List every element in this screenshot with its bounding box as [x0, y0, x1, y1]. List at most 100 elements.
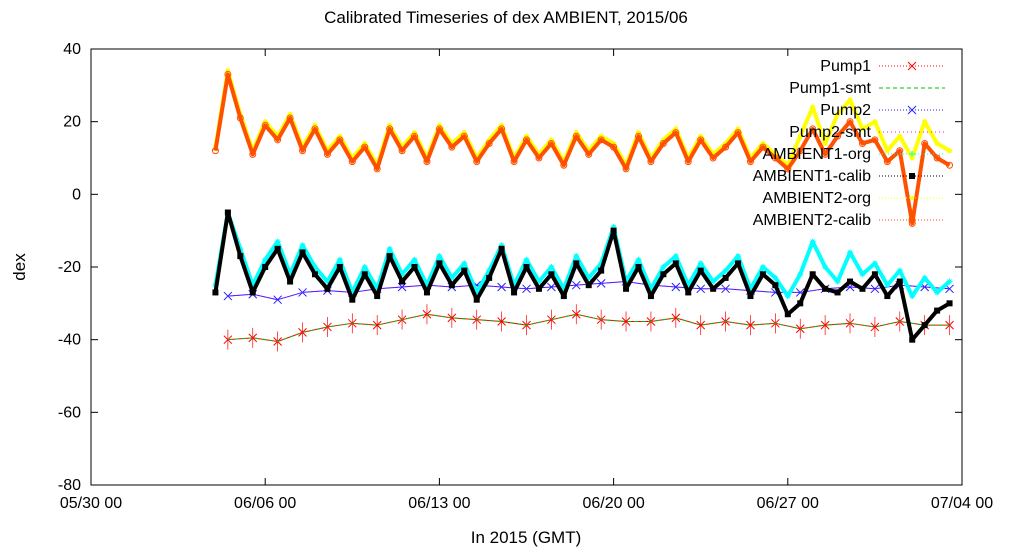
- data-point: [610, 227, 617, 234]
- data-point: [299, 249, 306, 256]
- data-point: [735, 253, 742, 260]
- chart-title: Calibrated Timeseries of dex AMBIENT, 20…: [324, 8, 688, 27]
- data-point: [922, 119, 928, 125]
- data-point: [212, 289, 219, 296]
- data-point: [671, 282, 681, 292]
- data-point: [547, 315, 556, 325]
- data-point: [473, 289, 480, 296]
- data-point: [722, 267, 729, 274]
- legend-label: Pump2: [820, 102, 871, 119]
- data-point: [223, 335, 233, 345]
- data-point: [622, 165, 630, 173]
- data-point: [535, 154, 543, 162]
- data-point: [735, 260, 742, 267]
- data-point: [921, 139, 929, 147]
- data-point: [921, 274, 928, 281]
- data-point: [710, 278, 717, 285]
- data-point: [249, 150, 257, 158]
- data-point: [847, 249, 854, 256]
- data-point: [547, 282, 556, 292]
- legend-label: Pump1: [820, 58, 871, 75]
- data-point: [249, 289, 256, 296]
- data-point: [909, 155, 915, 161]
- data-point: [884, 148, 890, 154]
- data-point: [274, 136, 282, 144]
- data-point: [945, 320, 954, 330]
- x-axis-label: In 2015 (GMT): [471, 528, 582, 547]
- data-point: [647, 285, 654, 292]
- data-point: [710, 285, 717, 292]
- data-point: [847, 278, 854, 285]
- data-point: [772, 282, 779, 289]
- data-point: [411, 256, 418, 263]
- data-point: [797, 271, 804, 278]
- data-point: [373, 165, 381, 173]
- y-tick-label: 40: [63, 41, 81, 58]
- data-point: [597, 136, 605, 144]
- data-point: [398, 147, 406, 155]
- data-point: [224, 70, 232, 78]
- data-point: [311, 264, 318, 270]
- data-point: [784, 311, 791, 318]
- data-point: [810, 104, 816, 110]
- legend-item: Pump1: [820, 58, 945, 75]
- data-point: [746, 158, 754, 166]
- y-tick-label: -40: [58, 332, 81, 349]
- data-point: [947, 148, 953, 154]
- data-point: [535, 278, 542, 285]
- data-point: [571, 309, 581, 319]
- data-point: [934, 289, 941, 296]
- series-pump1: [223, 304, 954, 352]
- data-point: [933, 154, 941, 162]
- data-point: [871, 260, 878, 267]
- data-point: [323, 322, 332, 332]
- data-point: [523, 256, 530, 263]
- data-point: [273, 295, 282, 305]
- data-point: [634, 132, 642, 140]
- data-point: [797, 300, 804, 307]
- data-point: [709, 154, 717, 162]
- data-point: [473, 158, 481, 166]
- data-point: [635, 256, 642, 263]
- series-ambient2-calib: [211, 70, 954, 227]
- data-point: [523, 136, 530, 144]
- axis-ticks: 05/30 00 06/06 00 06/13 00 06/20 00 06/27 00…: [58, 41, 993, 512]
- legend-label: AMBIENT1-calib: [753, 168, 871, 185]
- data-point: [274, 245, 281, 252]
- data-point: [872, 119, 878, 125]
- data-point: [324, 278, 331, 285]
- data-point: [809, 125, 817, 133]
- data-point: [560, 285, 567, 292]
- data-point: [722, 274, 729, 281]
- data-point: [821, 150, 829, 158]
- data-point: [834, 278, 841, 285]
- legend-item: AMBIENT1-org: [763, 146, 945, 163]
- data-point: [386, 253, 393, 260]
- y-tick-label: -80: [58, 477, 81, 494]
- data-point: [859, 126, 865, 132]
- data-point: [697, 136, 705, 144]
- data-point: [473, 296, 480, 303]
- data-point: [548, 271, 555, 278]
- data-point: [374, 285, 381, 292]
- data-point: [336, 256, 343, 263]
- data-point: [336, 136, 344, 144]
- data-point: [236, 114, 244, 122]
- legend-marker: [909, 151, 915, 157]
- data-point: [548, 264, 555, 270]
- data-point: [486, 274, 493, 281]
- data-point: [771, 154, 779, 162]
- y-axis-label: dex: [10, 253, 29, 281]
- data-point: [436, 253, 443, 260]
- legend-marker: [909, 173, 915, 179]
- legend-label: AMBIENT2-org: [763, 190, 871, 207]
- plot-series: [211, 68, 954, 352]
- data-point: [610, 224, 617, 231]
- data-point: [897, 133, 903, 139]
- data-point: [423, 158, 431, 166]
- data-point: [734, 129, 742, 137]
- data-point: [946, 161, 954, 169]
- data-point: [522, 284, 531, 294]
- data-point: [896, 267, 903, 274]
- data-point: [822, 140, 828, 146]
